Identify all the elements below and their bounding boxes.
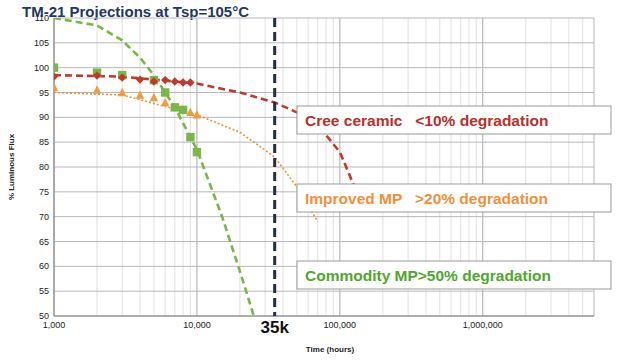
y-grid-line [54, 18, 594, 19]
data-point [193, 110, 201, 118]
y-grid-line [54, 241, 594, 242]
annotation: Improved MP >20% degradation [305, 190, 548, 207]
grid [54, 18, 594, 316]
data-point [161, 76, 169, 84]
x-tick-label: 10,000 [183, 320, 211, 330]
x-tick-label: 1,000 [43, 320, 66, 330]
data-point [136, 75, 144, 83]
data-point [150, 93, 158, 101]
data-point [186, 108, 194, 116]
data-point [179, 78, 187, 86]
data-point [186, 78, 194, 86]
projection-line [54, 18, 254, 316]
annotation: Commodity MP>50% degradation [305, 267, 551, 284]
data-point [161, 88, 169, 96]
data-point [171, 103, 179, 111]
y-tick-label: 75 [39, 187, 49, 197]
data-point [161, 98, 169, 106]
data-point [171, 103, 179, 111]
y-tick-label: 105 [34, 38, 49, 48]
y-grid-line [54, 167, 594, 168]
title: TM-21 Projections at Tsp=105°C [22, 3, 249, 20]
annotation-box [297, 184, 611, 212]
data-point [118, 88, 126, 96]
y-axis-label: % Luminous Flux [7, 133, 16, 200]
y-grid-line [54, 92, 594, 93]
y-tick-label: 60 [39, 261, 49, 271]
y-axis-line [54, 18, 55, 316]
y-grid-line [54, 42, 594, 43]
y-tick-label: 70 [39, 212, 49, 222]
x-tick-label: 1,000,000 [463, 320, 503, 330]
chart: TM-21 Projections at Tsp=105°C5055606570… [0, 0, 620, 363]
y-grid-line [54, 142, 594, 143]
data-point [54, 83, 58, 91]
data-point [171, 77, 179, 85]
data-point [93, 71, 101, 79]
data-point [93, 85, 101, 93]
data-point [54, 72, 58, 80]
annotation-box [297, 261, 611, 289]
annotation-box [297, 106, 611, 134]
y-grid-line [54, 216, 594, 217]
y-grid-line [54, 291, 594, 292]
y-tick-label: 65 [39, 237, 49, 247]
y-tick-label: 90 [39, 112, 49, 122]
y-grid-line [54, 316, 594, 317]
y-tick-label: 95 [39, 88, 49, 98]
annotation: Cree ceramic <10% degradation [305, 112, 548, 129]
data-point [186, 133, 194, 141]
data-point [54, 63, 58, 71]
projection-line [54, 93, 318, 222]
y-tick-label: 85 [39, 137, 49, 147]
x-tick-label: 100,000 [324, 320, 357, 330]
y-tick-label: 80 [39, 162, 49, 172]
y-tick-label: 110 [35, 13, 49, 23]
data-point [179, 105, 187, 113]
y-tick-label: 100 [34, 63, 49, 73]
data-point [179, 106, 187, 114]
data-point [118, 73, 126, 81]
x-axis-line [54, 316, 594, 317]
data-point [193, 148, 201, 156]
data-point [150, 77, 158, 85]
x-grid-line [54, 18, 55, 316]
data-point [136, 90, 144, 98]
reference-line [273, 18, 276, 316]
reference-label: 35k [261, 318, 290, 337]
y-tick-label: 55 [39, 286, 49, 296]
y-grid-line [54, 67, 594, 68]
x-axis-label: Time (hours) [306, 345, 355, 354]
